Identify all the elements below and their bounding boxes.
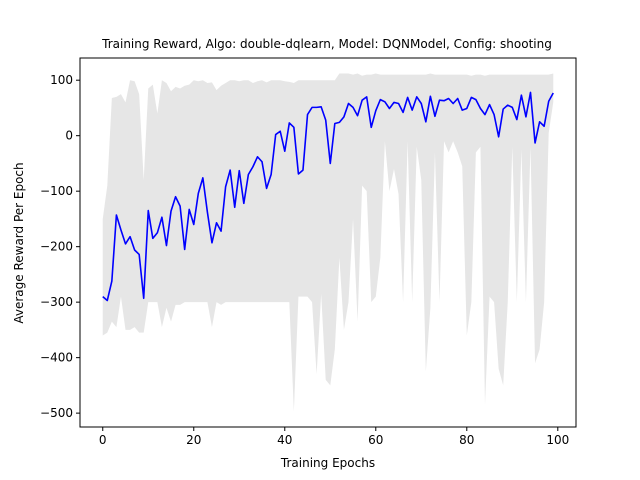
y-tick-label: −500 [40, 406, 73, 420]
x-axis-label: Training Epochs [280, 456, 375, 470]
x-tick-label: 40 [277, 433, 292, 447]
y-tick-label: −200 [40, 240, 73, 254]
variance-band [102, 73, 554, 412]
plot-area [102, 73, 554, 412]
y-tick-label: −300 [40, 295, 73, 309]
axes-frame [79, 57, 577, 428]
y-tick-label: 0 [65, 129, 73, 143]
axis-ticks: 0 20 40 60 80 100 100 0 −100 −200 −300 −400 −500 [40, 73, 569, 447]
y-tick-label: −400 [40, 351, 73, 365]
series-line-average-reward [102, 91, 554, 302]
y-axis-label: Average Reward Per Epoch [12, 162, 26, 323]
x-tick-label: 0 [99, 433, 107, 447]
y-tick-label: 100 [50, 73, 73, 87]
x-tick-label: 20 [186, 433, 201, 447]
x-tick-label: 100 [546, 433, 569, 447]
chart-title: Training Reward, Algo: double-dqlearn, M… [101, 37, 552, 51]
y-tick-label: −100 [40, 184, 73, 198]
x-tick-label: 60 [368, 433, 383, 447]
x-tick-label: 80 [459, 433, 474, 447]
